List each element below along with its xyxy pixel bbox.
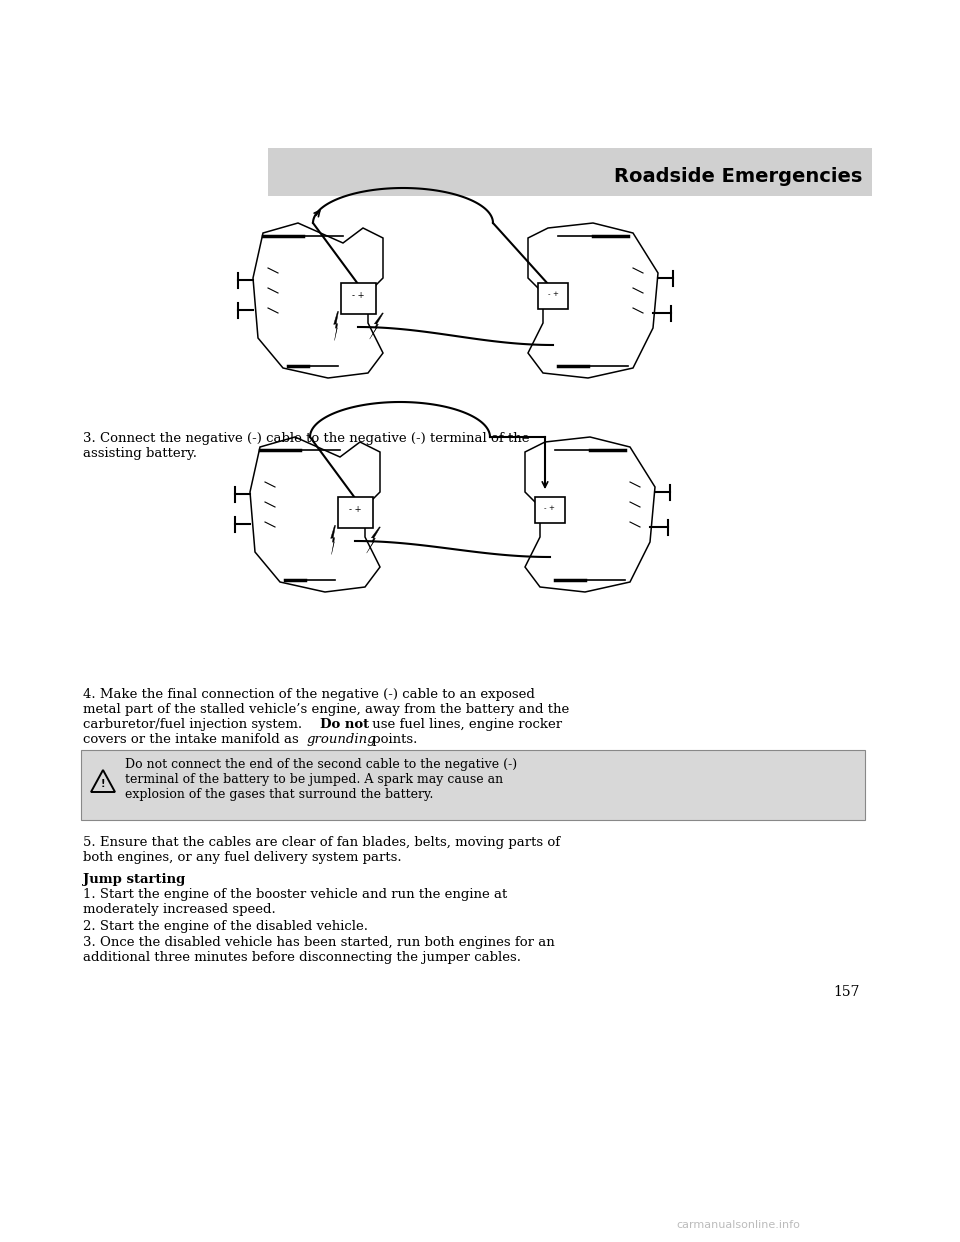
FancyBboxPatch shape [81, 750, 865, 820]
Text: Roadside Emergencies: Roadside Emergencies [613, 168, 862, 186]
Text: - +: - + [547, 292, 559, 297]
Text: 1. Start the engine of the booster vehicle and run the engine at
moderately incr: 1. Start the engine of the booster vehic… [83, 888, 507, 917]
Text: 5. Ensure that the cables are clear of fan blades, belts, moving parts of
both e: 5. Ensure that the cables are clear of f… [83, 836, 560, 864]
Text: grounding: grounding [307, 733, 376, 746]
FancyBboxPatch shape [535, 497, 565, 523]
Text: Jump starting: Jump starting [83, 873, 185, 886]
Polygon shape [370, 313, 383, 339]
FancyBboxPatch shape [341, 282, 375, 313]
Polygon shape [334, 312, 339, 340]
Text: Do not: Do not [320, 718, 370, 732]
FancyBboxPatch shape [338, 497, 372, 528]
Text: 4. Make the final connection of the negative (-) cable to an exposed: 4. Make the final connection of the nega… [83, 688, 535, 700]
Text: covers or the intake manifold as: covers or the intake manifold as [83, 733, 303, 746]
Text: use fuel lines, engine rocker: use fuel lines, engine rocker [368, 718, 563, 732]
Text: 157: 157 [833, 985, 860, 999]
Polygon shape [367, 527, 380, 553]
Polygon shape [330, 525, 335, 554]
Text: Do not connect the end of the second cable to the negative (-)
terminal of the b: Do not connect the end of the second cab… [125, 758, 517, 801]
Text: carmanualsonline.info: carmanualsonline.info [676, 1220, 800, 1230]
FancyBboxPatch shape [268, 148, 872, 196]
Text: metal part of the stalled vehicle’s engine, away from the battery and the: metal part of the stalled vehicle’s engi… [83, 703, 569, 715]
Text: carburetor/fuel injection system.: carburetor/fuel injection system. [83, 718, 306, 732]
Text: 2. Start the engine of the disabled vehicle.: 2. Start the engine of the disabled vehi… [83, 920, 368, 933]
Text: 3. Once the disabled vehicle has been started, run both engines for an
additiona: 3. Once the disabled vehicle has been st… [83, 936, 555, 964]
Text: points.: points. [368, 733, 418, 746]
Text: - +: - + [351, 292, 364, 301]
Text: !: ! [101, 779, 106, 789]
Text: - +: - + [544, 505, 556, 512]
Text: 3. Connect the negative (-) cable to the negative (-) terminal of the
assisting : 3. Connect the negative (-) cable to the… [83, 432, 530, 460]
Text: - +: - + [348, 505, 361, 514]
FancyBboxPatch shape [538, 283, 568, 309]
